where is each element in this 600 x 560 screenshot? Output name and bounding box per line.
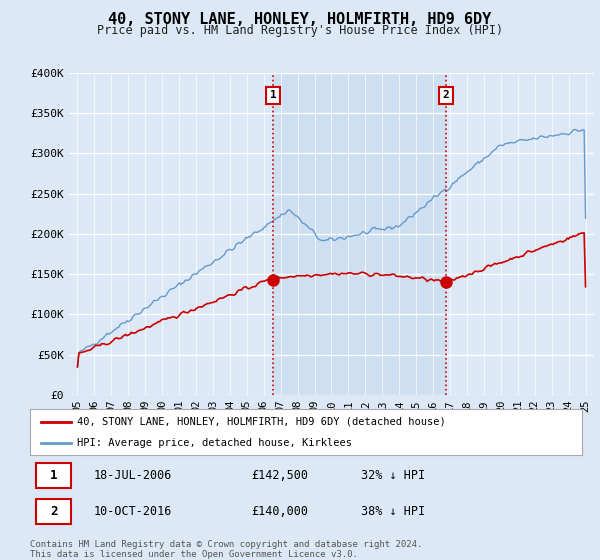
Text: This data is licensed under the Open Government Licence v3.0.: This data is licensed under the Open Gov… <box>30 550 358 559</box>
Text: 2: 2 <box>50 505 58 518</box>
Text: £140,000: £140,000 <box>251 505 308 518</box>
Text: 10-OCT-2016: 10-OCT-2016 <box>94 505 172 518</box>
Text: 32% ↓ HPI: 32% ↓ HPI <box>361 469 425 482</box>
Text: Contains HM Land Registry data © Crown copyright and database right 2024.: Contains HM Land Registry data © Crown c… <box>30 540 422 549</box>
Text: 18-JUL-2006: 18-JUL-2006 <box>94 469 172 482</box>
Text: 1: 1 <box>269 90 276 100</box>
Text: 2: 2 <box>443 90 449 100</box>
FancyBboxPatch shape <box>35 463 71 488</box>
Text: Price paid vs. HM Land Registry's House Price Index (HPI): Price paid vs. HM Land Registry's House … <box>97 24 503 37</box>
Text: 38% ↓ HPI: 38% ↓ HPI <box>361 505 425 518</box>
Text: 40, STONY LANE, HONLEY, HOLMFIRTH, HD9 6DY: 40, STONY LANE, HONLEY, HOLMFIRTH, HD9 6… <box>109 12 491 27</box>
Text: HPI: Average price, detached house, Kirklees: HPI: Average price, detached house, Kirk… <box>77 438 352 448</box>
Text: £142,500: £142,500 <box>251 469 308 482</box>
Text: 1: 1 <box>50 469 58 482</box>
Bar <box>273 73 446 395</box>
Text: 40, STONY LANE, HONLEY, HOLMFIRTH, HD9 6DY (detached house): 40, STONY LANE, HONLEY, HOLMFIRTH, HD9 6… <box>77 417 446 427</box>
FancyBboxPatch shape <box>35 499 71 524</box>
